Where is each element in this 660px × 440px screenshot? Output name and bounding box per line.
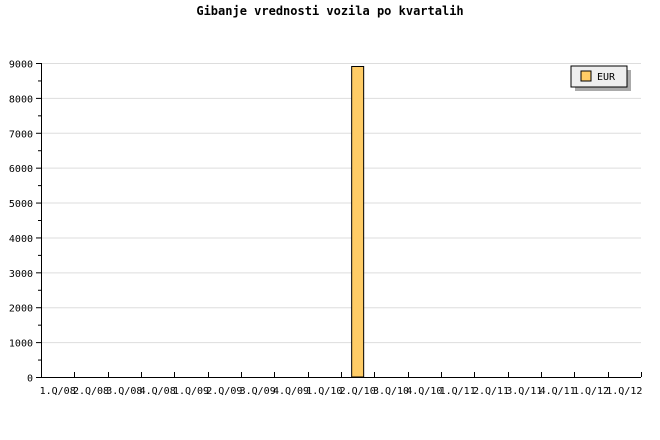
x-tick-label: 1.Q/08 [40,386,76,397]
y-tick-label: 1000 [9,339,33,350]
legend: EUR [570,65,631,91]
chart-title: Gibanje vrednosti vozila po kvartalih [196,4,463,18]
y-tick-label: 3000 [9,269,33,280]
x-tick-label: 2.Q/10 [340,386,376,397]
grid [41,63,641,344]
x-tick-label: 1.Q/10 [306,386,342,397]
y-tick-label: 2000 [9,304,33,315]
y-tick-label: 9000 [9,60,33,71]
y-tick-label: 4000 [9,234,33,245]
x-tick-label: 4.Q/08 [140,386,176,397]
bars [351,65,365,378]
y-tick-label: 5000 [9,199,33,210]
x-tick-label: 1.Q/12 [573,386,609,397]
axes: 0 1000 2000 3000 4000 5000 6000 7000 8000 9000 1.Q… [9,60,642,398]
x-tick-label: 3.Q/11 [506,386,542,397]
y-tick-label: 6000 [9,164,33,175]
y-tick-label: 8000 [9,94,33,105]
x-tick-label: 1.Q/09 [173,386,209,397]
y-tick-label: 0 [27,374,33,385]
x-tick-label: 3.Q/09 [240,386,276,397]
x-tick-label: 4.Q/11 [540,386,576,397]
x-tick-label: 2.Q/09 [206,386,242,397]
x-tick-label: 1.Q/12 [606,386,642,397]
legend-label: EUR [597,72,616,83]
x-tick-label: 3.Q/08 [106,386,142,397]
x-tick-label: 2.Q/11 [473,386,509,397]
y-tick-label: 7000 [9,129,33,140]
x-tick-label: 1.Q/11 [440,386,476,397]
bar [351,65,365,378]
x-tick-label: 2.Q/08 [73,386,109,397]
x-tick-label: 3.Q/10 [373,386,409,397]
x-tick-label: 4.Q/09 [273,386,309,397]
x-tick-label: 4.Q/10 [406,386,442,397]
legend-swatch [580,70,592,82]
